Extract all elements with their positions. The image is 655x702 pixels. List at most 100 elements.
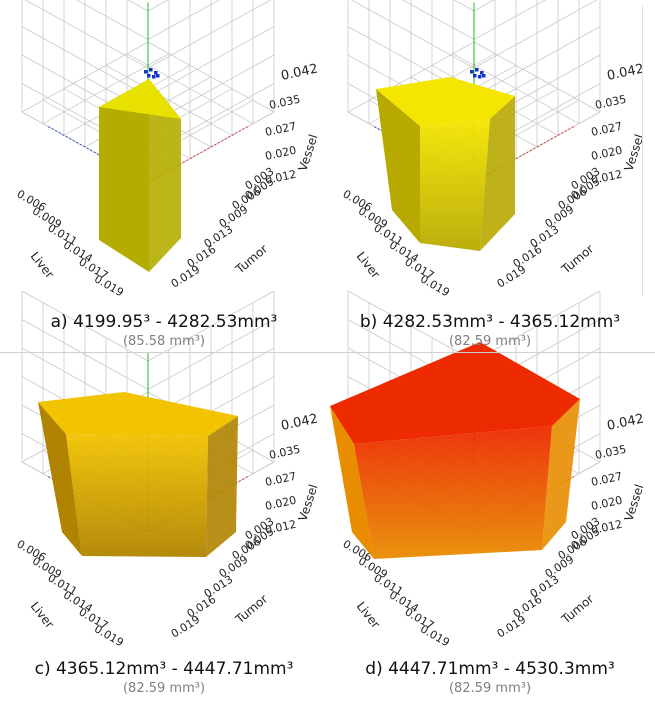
data-point — [144, 70, 148, 74]
solid-left-face — [330, 406, 374, 559]
solid-top-face — [330, 342, 580, 444]
z-tick-label: 0.035 — [594, 93, 628, 112]
solid-front-face — [354, 426, 552, 559]
x-tick-label: 0.019 — [92, 622, 126, 649]
z-tick-label: 0.035 — [268, 443, 302, 462]
chart-svg: 0.0060.0090.0110.0140.0170.0190.0030.005… — [330, 290, 647, 649]
z-tick-label: 0.027 — [264, 120, 298, 139]
caption-c: c) 4365.12mm³ - 4447.71mm³ — [34, 659, 294, 679]
grid-line — [21, 319, 149, 390]
x-axis-label: Liver — [354, 599, 383, 631]
z-tick-label: 0.012 — [264, 168, 298, 187]
solid-top-face — [38, 392, 238, 436]
grid-line — [473, 0, 546, 40]
caption-d: d) 4447.71mm³ - 4530.3mm³ — [365, 659, 615, 679]
solid-front-face — [66, 434, 208, 557]
z-tick-label: 0.012 — [264, 518, 298, 537]
volume-note-c: (82.59 mm³) — [122, 681, 206, 696]
solid-left-face — [99, 79, 149, 272]
z-tick-label: 0.042 — [606, 62, 646, 84]
data-point — [473, 74, 477, 78]
caption-b: b) 4282.53mm³ - 4365.12mm³ — [359, 312, 621, 332]
volume-solid — [376, 77, 515, 251]
y-axis-label: Tumor — [232, 592, 270, 627]
row-divider — [0, 352, 655, 353]
chart-svg: 0.0060.0090.0110.0140.0170.0190.0030.005… — [15, 290, 321, 649]
grid-line — [402, 0, 475, 40]
volume-solid — [99, 79, 181, 272]
grid-line — [347, 41, 475, 113]
solid-left-face — [376, 89, 420, 243]
panel-divider — [642, 6, 643, 296]
x-tick-label: 0.019 — [92, 272, 126, 299]
grid-line — [147, 290, 275, 362]
solid-top-face — [99, 79, 181, 119]
x-axis-label: Liver — [28, 249, 57, 281]
y-axis-label: Tumor — [232, 242, 270, 277]
solid-right-face — [542, 399, 580, 550]
z-tick-label: 0.020 — [590, 144, 624, 163]
point-markers — [470, 68, 486, 79]
z-tick-label: 0.042 — [280, 62, 320, 84]
x-tick-label: 0.019 — [418, 272, 452, 299]
grid-line — [473, 290, 601, 362]
y-tick-label: 0.019 — [495, 263, 529, 291]
solid-right-face — [149, 79, 181, 272]
data-point — [154, 71, 158, 75]
x-tick-label: 0.019 — [418, 622, 452, 649]
data-point — [156, 74, 160, 78]
z-tick-label: 0.027 — [590, 470, 624, 489]
y-tick-label: 0.019 — [169, 263, 203, 291]
z-axis-label: Vessel — [296, 483, 321, 523]
chart-panel-c: 0.006 0.009 0.011 0.014 0.017 0.019 0.003 0.005… — [4, 290, 324, 650]
data-point — [149, 68, 153, 72]
chart-svg: 0.0060.0090.0110.0140.0170.0190.0030.005… — [15, 0, 321, 299]
chart-svg: 0.0060.0090.0110.0140.0170.0190.0030.005… — [341, 0, 647, 299]
chart-panel-d: 0.006 0.009 0.011 0.014 0.017 0.019 0.003 0.005… — [330, 290, 650, 650]
point-markers — [144, 68, 160, 79]
z-axis-label: Vessel — [296, 133, 321, 173]
grid-line — [76, 0, 149, 40]
data-point — [478, 75, 482, 79]
solid-right-face — [480, 96, 515, 251]
volume-solid — [38, 392, 238, 557]
y-tick-label: 0.019 — [169, 613, 203, 641]
chart-panel-a: 0.006 0.009 0.011 0.014 0.017 0.019 0.003 0.005… — [4, 0, 324, 300]
solid-left-face — [38, 402, 82, 556]
grid-line — [21, 41, 149, 113]
solid-top-face — [376, 77, 515, 126]
data-point — [152, 75, 156, 79]
solid-right-face — [206, 416, 238, 557]
chart-panel-b: 0.006 0.009 0.011 0.014 0.017 0.019 0.003 0.005… — [330, 0, 650, 300]
data-point — [147, 74, 151, 78]
z-tick-label: 0.012 — [590, 168, 624, 187]
z-tick-label: 0.035 — [594, 443, 628, 462]
x-axis-label: Liver — [28, 599, 57, 631]
volume-note-a: (85.58 mm³) — [122, 334, 206, 349]
grid-line — [347, 290, 475, 362]
z-tick-label: 0.020 — [264, 144, 298, 163]
data-point — [475, 68, 479, 72]
z-tick-label: 0.027 — [264, 470, 298, 489]
z-axis-label: Vessel — [622, 483, 647, 523]
y-axis-line — [147, 125, 250, 183]
y-axis-label: Tumor — [558, 592, 596, 627]
y-axis-line — [473, 125, 576, 183]
volume-note-b: (82.59 mm³) — [448, 334, 532, 349]
x-axis-label: Liver — [354, 249, 383, 281]
grid-line — [147, 0, 220, 40]
z-tick-label: 0.042 — [606, 412, 646, 434]
x-axis-line — [46, 125, 149, 183]
grid-line — [147, 41, 275, 113]
grid-line — [21, 290, 149, 362]
z-tick-label: 0.042 — [280, 412, 320, 434]
z-tick-label: 0.020 — [264, 494, 298, 513]
grid-line — [473, 41, 601, 113]
data-point — [480, 71, 484, 75]
volume-solid — [330, 342, 580, 559]
z-tick-label: 0.020 — [590, 494, 624, 513]
data-point — [470, 70, 474, 74]
y-tick-label: 0.019 — [495, 613, 529, 641]
grid-line — [147, 319, 275, 390]
z-tick-label: 0.027 — [590, 120, 624, 139]
